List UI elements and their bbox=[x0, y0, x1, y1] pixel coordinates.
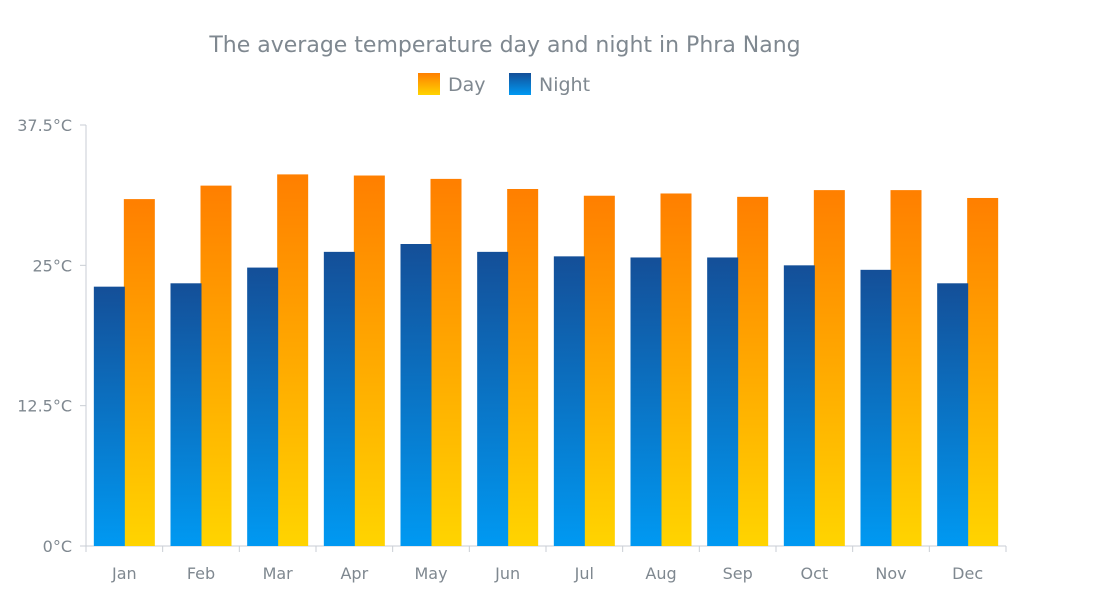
y-axis: 0°C 12.5°C 25°C 37.5°C bbox=[17, 116, 87, 556]
bar-day-aug bbox=[660, 193, 692, 546]
y-tick-label: 0°C bbox=[43, 537, 72, 556]
bar-night-mar bbox=[247, 267, 279, 546]
x-tick-label: Sep bbox=[723, 564, 753, 583]
bar-day-feb bbox=[200, 185, 232, 546]
bar-night-feb bbox=[170, 283, 202, 546]
x-tick-label: Jul bbox=[574, 564, 594, 583]
bar-day-oct bbox=[813, 190, 845, 546]
chart-title: The average temperature day and night in… bbox=[208, 33, 800, 58]
x-tick-label: Jan bbox=[111, 564, 137, 583]
x-tick-label: Aug bbox=[645, 564, 676, 583]
bar-day-apr bbox=[353, 175, 385, 546]
legend-label-day: Day bbox=[448, 74, 486, 96]
bar-night-jun bbox=[477, 251, 509, 546]
bar-day-jan bbox=[123, 199, 155, 546]
x-tick-label: Oct bbox=[800, 564, 828, 583]
x-tick-label: Jun bbox=[494, 564, 520, 583]
bars bbox=[93, 174, 999, 547]
y-tick-label: 25°C bbox=[32, 256, 72, 275]
legend-item-night[interactable]: Night bbox=[509, 73, 590, 96]
x-tick-label: Mar bbox=[263, 564, 294, 583]
x-tick-label: Feb bbox=[187, 564, 215, 583]
bar-night-sep bbox=[707, 257, 739, 546]
x-tick-label: Dec bbox=[952, 564, 983, 583]
bar-night-jul bbox=[553, 256, 585, 546]
legend-swatch-night bbox=[509, 73, 531, 95]
bar-day-may bbox=[430, 178, 462, 546]
bar-night-jan bbox=[93, 286, 125, 546]
legend-swatch-day bbox=[418, 73, 440, 95]
bar-day-mar bbox=[277, 174, 309, 546]
bar-day-jul bbox=[583, 195, 615, 546]
legend-label-night: Night bbox=[539, 74, 590, 96]
bar-day-sep bbox=[737, 196, 769, 547]
bar-day-jun bbox=[507, 188, 539, 546]
bar-night-oct bbox=[783, 265, 815, 546]
legend: Day Night bbox=[418, 73, 590, 96]
bar-day-nov bbox=[890, 190, 922, 546]
x-tick-label: May bbox=[414, 564, 447, 583]
bar-night-nov bbox=[860, 269, 892, 546]
x-tick-label: Apr bbox=[340, 564, 368, 583]
x-axis: Jan Feb Mar Apr May Jun Jul Aug Sep Oct Nov Dec bbox=[85, 545, 1007, 583]
bar-night-may bbox=[400, 244, 432, 546]
x-tick-label: Nov bbox=[875, 564, 906, 583]
bar-night-aug bbox=[630, 257, 662, 546]
bar-night-dec bbox=[937, 283, 969, 546]
legend-item-day[interactable]: Day bbox=[418, 73, 486, 96]
bar-night-apr bbox=[323, 251, 355, 546]
y-tick-label: 37.5°C bbox=[17, 116, 72, 135]
y-tick-label: 12.5°C bbox=[17, 397, 72, 416]
bar-day-dec bbox=[967, 197, 999, 546]
